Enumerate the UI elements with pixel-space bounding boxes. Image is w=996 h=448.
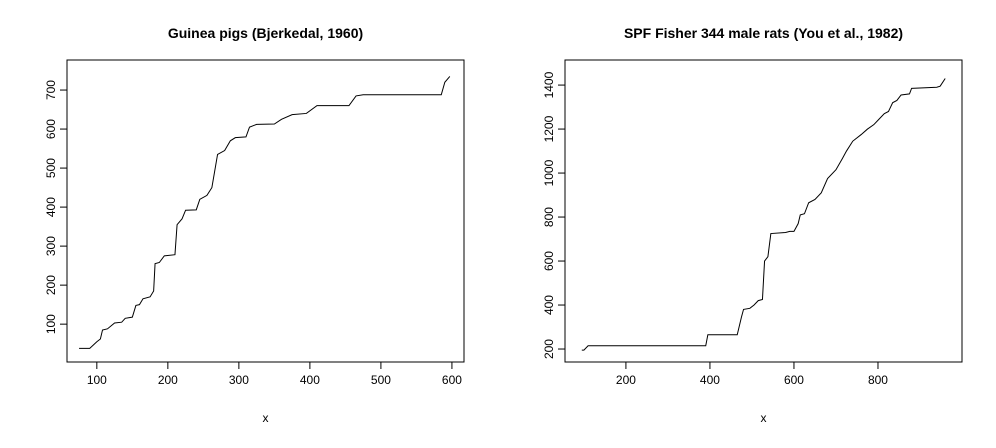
x-tick-label: 400 bbox=[700, 373, 720, 387]
chart-title: SPF Fisher 344 male rats (You et al., 19… bbox=[624, 25, 903, 41]
plot-frame bbox=[66, 59, 465, 363]
y-tick-label: 600 bbox=[542, 251, 556, 271]
y-tick-label: 200 bbox=[44, 275, 58, 295]
y-tick-label: 500 bbox=[44, 158, 58, 178]
x-tick-label: 400 bbox=[300, 373, 320, 387]
x-tick-label: 800 bbox=[868, 373, 888, 387]
x-tick-label: 600 bbox=[442, 373, 462, 387]
x-tick-label: 100 bbox=[87, 373, 107, 387]
x-axis-label: x bbox=[263, 411, 269, 425]
y-tick-label: 1400 bbox=[542, 71, 556, 98]
x-axis-label: x bbox=[761, 411, 767, 425]
y-tick-label: 1200 bbox=[542, 115, 556, 142]
y-tick-label: 800 bbox=[542, 207, 556, 227]
data-line bbox=[581, 78, 946, 351]
y-tick-label: 400 bbox=[44, 197, 58, 217]
x-tick-label: 500 bbox=[371, 373, 391, 387]
y-tick-label: 200 bbox=[542, 339, 556, 359]
y-tick-label: 400 bbox=[542, 295, 556, 315]
x-tick-label: 300 bbox=[229, 373, 249, 387]
x-tick-label: 200 bbox=[158, 373, 178, 387]
x-tick-label: 600 bbox=[784, 373, 804, 387]
y-tick-label: 300 bbox=[44, 236, 58, 256]
chart-title: Guinea pigs (Bjerkedal, 1960) bbox=[168, 25, 363, 41]
y-tick-label: 100 bbox=[44, 314, 58, 334]
y-tick-label: 600 bbox=[44, 119, 58, 139]
plot-frame bbox=[564, 59, 963, 363]
y-tick-label: 1000 bbox=[542, 159, 556, 186]
y-tick-label: 700 bbox=[44, 80, 58, 100]
x-tick-label: 200 bbox=[616, 373, 636, 387]
data-line bbox=[79, 76, 451, 349]
